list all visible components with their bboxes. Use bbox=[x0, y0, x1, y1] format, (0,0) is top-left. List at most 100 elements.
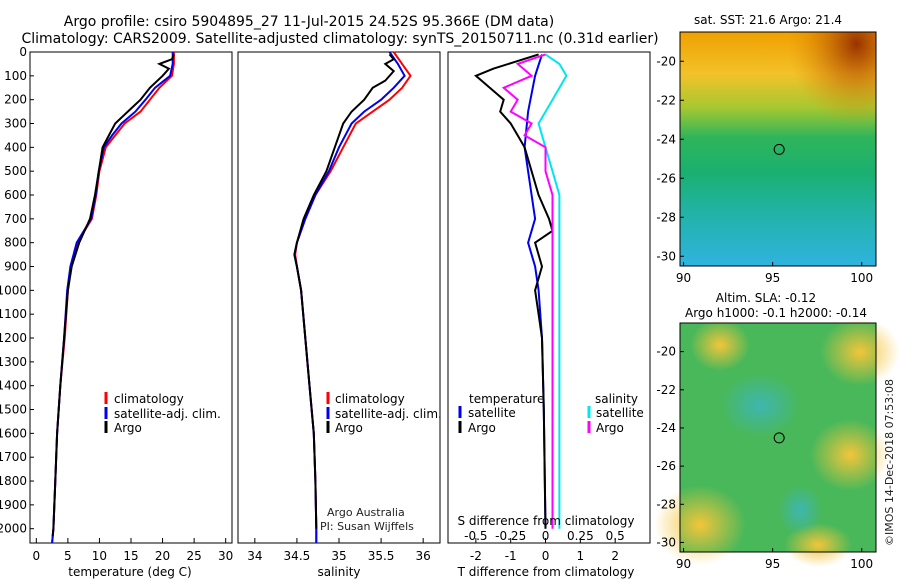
salinity-diff-legend-argo: Argo bbox=[596, 421, 624, 435]
imos-credit: ©IMOS 14-Dec-2018 07:53:08 bbox=[883, 379, 896, 546]
x-tick-label: 5 bbox=[64, 549, 72, 563]
depth-tick-label: 100 bbox=[4, 69, 27, 83]
salinity-legend-argo: Argo bbox=[335, 421, 363, 435]
depth-tick-label: 0 bbox=[19, 45, 27, 59]
map-y-tick-label: -24 bbox=[656, 132, 676, 146]
depth-tick-label: 1100 bbox=[0, 307, 27, 321]
main-title-line1: Argo profile: csiro 5904895_27 11-Jul-20… bbox=[64, 14, 554, 30]
depth-axis: 0 100 200 300 400 500 600 700 800 900 1000 1100 1200… bbox=[0, 45, 34, 536]
temperature-xlabel: temperature (deg C) bbox=[68, 565, 191, 579]
series-line-climatology bbox=[294, 51, 412, 543]
pi-label: PI: Susan Wijffels bbox=[320, 520, 414, 533]
depth-tick-label: 600 bbox=[4, 188, 27, 202]
x-tick-label: 0 bbox=[542, 549, 550, 563]
x-tick-label: 2 bbox=[611, 549, 619, 563]
depth-tick-label: 1900 bbox=[0, 498, 27, 512]
depth-tick-label: 1800 bbox=[0, 474, 27, 488]
depth-tick-label: 1600 bbox=[0, 426, 27, 440]
temperature-diff-legend: temperature satellite Argo bbox=[458, 392, 544, 435]
temperature-diff-legend-satellite: satellite bbox=[468, 406, 516, 420]
series-line-salinity-satellite bbox=[537, 53, 568, 529]
x-tick-label: 1 bbox=[577, 549, 585, 563]
x-tick-label: -1 bbox=[505, 549, 517, 563]
map-location-circle-icon bbox=[773, 432, 785, 444]
salinity-x-axis: 34 34.5 35 35.5 36 bbox=[247, 538, 431, 563]
salinity-xlabel: salinity bbox=[317, 565, 360, 579]
sst-map-frame bbox=[679, 31, 877, 267]
t-difference-x-axis: -2 -1 0 1 2 bbox=[470, 538, 619, 563]
salinity-diff-legend-title: salinity bbox=[595, 392, 638, 406]
depth-tick-label: 800 bbox=[4, 236, 27, 250]
x-tick-label: 34 bbox=[247, 549, 262, 563]
series-line-argo bbox=[293, 53, 396, 529]
salinity-profiles bbox=[293, 51, 412, 543]
sla-low-patch bbox=[720, 373, 800, 437]
sla-map bbox=[654, 318, 900, 567]
sla-high-patch bbox=[654, 485, 746, 565]
temperature-legend-argo: Argo bbox=[114, 421, 142, 435]
map-x-tick-label: 100 bbox=[850, 557, 873, 571]
map-y-tick-label: -26 bbox=[656, 459, 676, 473]
x-tick-label: 34.5 bbox=[284, 549, 311, 563]
x-tick-label: 0 bbox=[32, 549, 40, 563]
sla-high-patch bbox=[690, 319, 750, 371]
salinity-legend: climatology satellite-adj. clim. Argo bbox=[326, 392, 442, 435]
salinity-diff-legend: salinity satellite Argo bbox=[587, 392, 644, 435]
s-difference-xlabel: S difference from climatology bbox=[458, 514, 635, 528]
salinity-legend-satellite: satellite-adj. clim. bbox=[335, 407, 442, 421]
map-y-tick-label: -20 bbox=[656, 54, 676, 68]
s-tick-label: 0.25 bbox=[567, 529, 594, 543]
map-y-tick-label: -26 bbox=[656, 171, 676, 185]
s-tick-label: 0 bbox=[542, 529, 550, 543]
temperature-profiles bbox=[51, 52, 175, 544]
sla-map-axes: 90 95 100 -20 -22 -24 -26 -28 -30 bbox=[656, 345, 873, 571]
map-y-tick-label: -20 bbox=[656, 345, 676, 359]
depth-tick-label: 1200 bbox=[0, 331, 27, 345]
depth-tick-label: 400 bbox=[4, 140, 27, 154]
sla-map-frame bbox=[679, 322, 877, 553]
sla-low-patch bbox=[778, 484, 822, 536]
main-title-line2: Climatology: CARS2009. Satellite-adjuste… bbox=[21, 31, 658, 47]
sla-high-patch bbox=[820, 318, 900, 386]
sla-map-subtitle: Argo h1000: -0.1 h2000: -0.14 bbox=[685, 306, 867, 320]
series-line-satellite-adj-clim- bbox=[51, 52, 174, 544]
salinity-diff-legend-satellite: satellite bbox=[596, 406, 644, 420]
temperature-diff-legend-argo: Argo bbox=[468, 421, 496, 435]
temperature-legend: climatology satellite-adj. clim. Argo bbox=[104, 392, 221, 435]
series-line-salinity-argo bbox=[501, 53, 554, 529]
map-y-tick-label: -22 bbox=[656, 93, 676, 107]
temperature-diff-legend-title: temperature bbox=[469, 392, 544, 406]
map-x-tick-label: 100 bbox=[850, 271, 873, 285]
argo-australia-label: Argo Australia bbox=[327, 506, 405, 519]
temperature-legend-satellite: satellite-adj. clim. bbox=[114, 407, 221, 421]
x-tick-label: 25 bbox=[186, 549, 201, 563]
s-tick-label: 0.5 bbox=[606, 529, 625, 543]
sst-map-warm-patch bbox=[680, 32, 876, 266]
difference-panel-frame bbox=[447, 51, 651, 544]
map-y-tick-label: -30 bbox=[656, 535, 676, 549]
depth-tick-label: 1000 bbox=[0, 283, 27, 297]
temperature-panel-frame bbox=[29, 51, 233, 544]
sst-map bbox=[679, 31, 877, 267]
temperature-x-axis: 0 5 10 15 20 25 30 bbox=[32, 538, 233, 563]
map-y-tick-label: -28 bbox=[656, 210, 676, 224]
map-y-tick-label: -30 bbox=[656, 249, 676, 263]
depth-tick-label: 900 bbox=[4, 260, 27, 274]
map-x-tick-label: 90 bbox=[676, 557, 691, 571]
s-tick-label: -0.5 bbox=[464, 529, 487, 543]
t-difference-xlabel: T difference from climatology bbox=[457, 565, 635, 579]
s-tick-label: -0.25 bbox=[495, 529, 526, 543]
map-y-tick-label: -28 bbox=[656, 497, 676, 511]
sla-high-patch bbox=[810, 419, 890, 491]
series-line-temperature-argo bbox=[474, 53, 554, 529]
depth-tick-label: 1300 bbox=[0, 355, 27, 369]
sst-map-title: sat. SST: 21.6 Argo: 21.4 bbox=[694, 13, 842, 27]
depth-tick-label: 300 bbox=[4, 117, 27, 131]
x-tick-label: -2 bbox=[470, 549, 482, 563]
map-y-tick-label: -22 bbox=[656, 383, 676, 397]
x-tick-label: 20 bbox=[155, 549, 170, 563]
x-tick-label: 36 bbox=[416, 549, 431, 563]
depth-tick-label: 700 bbox=[4, 212, 27, 226]
depth-tick-label: 200 bbox=[4, 93, 27, 107]
